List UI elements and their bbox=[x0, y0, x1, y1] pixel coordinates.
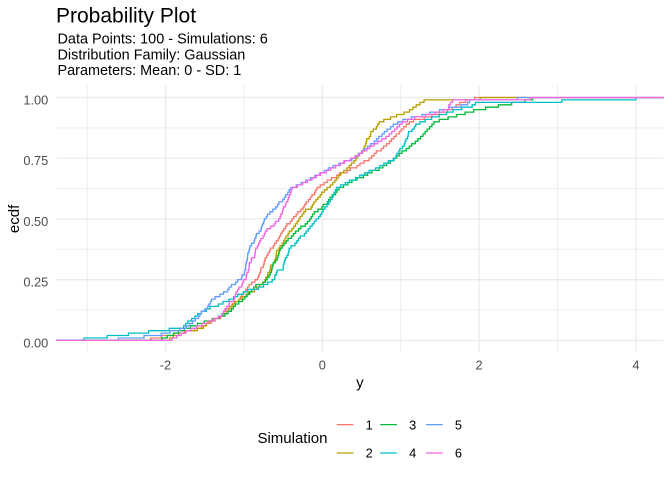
svg-text:1.00: 1.00 bbox=[23, 93, 48, 108]
svg-text:4: 4 bbox=[632, 358, 639, 373]
svg-text:0: 0 bbox=[319, 358, 326, 373]
svg-text:5: 5 bbox=[455, 417, 462, 432]
svg-text:Simulation: Simulation bbox=[257, 430, 327, 447]
svg-text:2: 2 bbox=[366, 446, 373, 461]
svg-text:0.25: 0.25 bbox=[23, 275, 48, 290]
svg-text:3: 3 bbox=[409, 417, 416, 432]
svg-text:0.50: 0.50 bbox=[23, 214, 48, 229]
svg-text:y: y bbox=[356, 375, 364, 392]
svg-text:Distribution Family: Gaussian: Distribution Family: Gaussian bbox=[58, 48, 246, 64]
svg-text:4: 4 bbox=[409, 446, 416, 461]
svg-text:-2: -2 bbox=[160, 358, 171, 373]
svg-text:Parameters: Mean: 0 - SD: 1: Parameters: Mean: 0 - SD: 1 bbox=[58, 63, 242, 79]
svg-text:Data Points: 100 - Simulations: Data Points: 100 - Simulations: 6 bbox=[58, 31, 268, 47]
svg-text:0.75: 0.75 bbox=[23, 153, 48, 168]
svg-text:ecdf: ecdf bbox=[6, 204, 23, 233]
svg-text:Probability Plot: Probability Plot bbox=[56, 5, 196, 28]
svg-text:1: 1 bbox=[366, 417, 373, 432]
svg-text:6: 6 bbox=[455, 446, 462, 461]
svg-text:0.00: 0.00 bbox=[23, 335, 48, 350]
svg-text:2: 2 bbox=[476, 358, 483, 373]
